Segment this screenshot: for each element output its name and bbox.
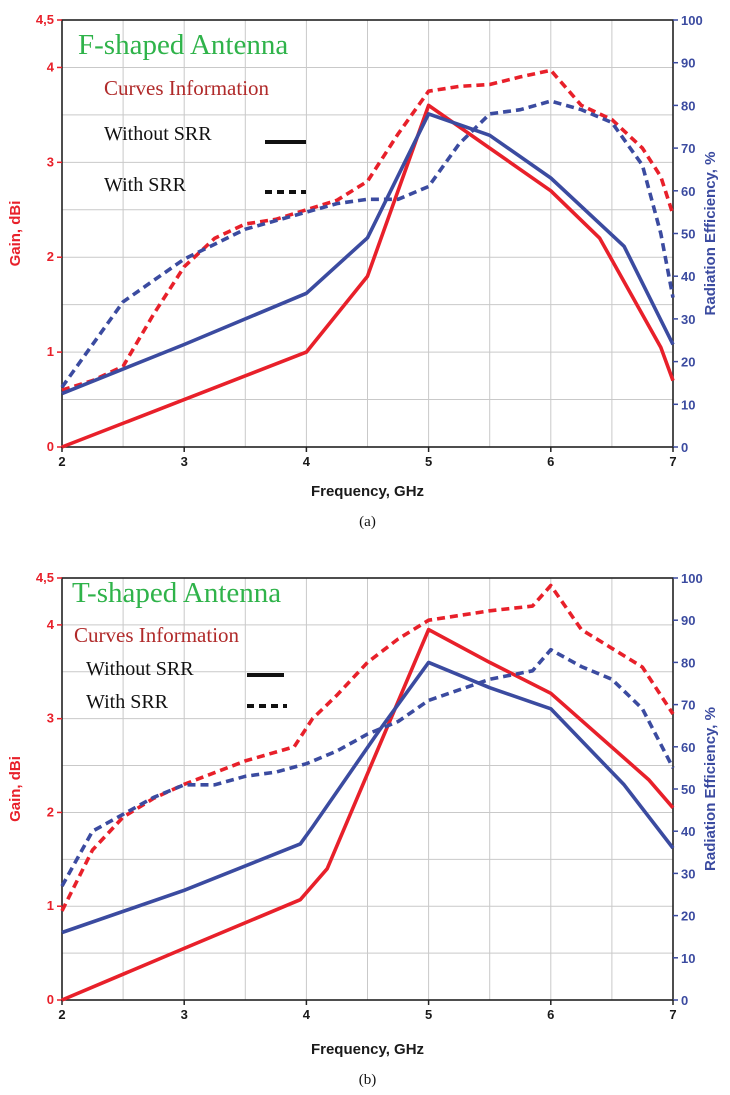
- y-left-tick-label: 4: [47, 617, 55, 632]
- y-right-tick-label: 20: [681, 355, 695, 370]
- y-right-tick-label: 20: [681, 909, 695, 924]
- legend-item-without-srr: Without SRR: [104, 123, 212, 145]
- y-right-tick-label: 0: [681, 440, 688, 455]
- y-right-tick-label: 90: [681, 56, 695, 71]
- y-left-tick-label: 2: [47, 804, 54, 819]
- y-left-tick-label: 4,5: [36, 12, 54, 27]
- y-right-tick-label: 40: [681, 269, 695, 284]
- y-right-tick-label: 80: [681, 655, 695, 670]
- x-axis-title: Frequency, GHz: [311, 1041, 424, 1058]
- y-left-tick-label: 4: [47, 59, 55, 74]
- series-group: [60, 583, 675, 1002]
- x-tick-label: 4: [303, 1007, 311, 1022]
- gain-with-srr-line: [61, 68, 675, 392]
- x-tick-label: 3: [181, 1007, 188, 1022]
- efficiency-without-srr-line: [61, 112, 675, 396]
- y-right-tick-label: 90: [681, 613, 695, 628]
- y-right-tick-label: 10: [681, 397, 695, 412]
- y-right-axis-title: Radiation Efficiency, %: [702, 707, 719, 871]
- y-left-tick-label: 2: [47, 249, 54, 264]
- y-right-axis-title: Radiation Efficiency, %: [702, 152, 719, 316]
- y-right-tick-label: 50: [681, 227, 695, 242]
- y-left-axis-title: Gain, dBi: [7, 201, 24, 267]
- y-left-axis-title: Gain, dBi: [7, 756, 24, 822]
- y-right-tick-label: 50: [681, 782, 695, 797]
- x-tick-label: 4: [303, 454, 311, 469]
- y-left-tick-label: 1: [47, 898, 54, 913]
- figure-caption: (b): [359, 1072, 377, 1088]
- y-left-tick-label: 0: [47, 992, 54, 1007]
- x-tick-label: 2: [58, 1007, 65, 1022]
- figure-caption: (a): [359, 514, 376, 530]
- x-tick-label: 7: [669, 454, 676, 469]
- y-right-tick-label: 30: [681, 312, 695, 327]
- y-right-tick-label: 40: [681, 824, 695, 839]
- legend-heading: Curves Information: [74, 623, 240, 647]
- y-right-tick-label: 70: [681, 141, 695, 156]
- y-right-tick-label: 100: [681, 13, 703, 28]
- x-tick-label: 3: [181, 454, 188, 469]
- legend-item-with-srr: With SRR: [86, 691, 169, 713]
- x-tick-label: 2: [58, 454, 65, 469]
- y-left-tick-label: 1: [47, 344, 54, 359]
- legend-item-without-srr: Without SRR: [86, 658, 194, 680]
- efficiency-with-srr-line: [60, 647, 675, 887]
- x-axis-title: Frequency, GHz: [311, 483, 424, 500]
- y-left-tick-label: 0: [47, 439, 54, 454]
- x-tick-label: 6: [547, 454, 554, 469]
- y-right-tick-label: 60: [681, 184, 695, 199]
- y-right-tick-label: 100: [681, 571, 703, 586]
- grid: [62, 578, 673, 1000]
- chart-title: T-shaped Antenna: [72, 577, 281, 609]
- y-right-tick-label: 10: [681, 951, 695, 966]
- y-right-tick-label: 30: [681, 866, 695, 881]
- y-right-tick-label: 0: [681, 993, 688, 1008]
- chart-panel: 0 1 2 3 4 4,5 0 10 20 30 40 50 60 70 80 90 100 2 3 4 5 6 7 Freq…: [7, 12, 719, 530]
- legend-heading: Curves Information: [104, 76, 270, 100]
- legend-item-with-srr: With SRR: [104, 174, 187, 196]
- y-left-tick-label: 4,5: [36, 570, 54, 585]
- series-group: [60, 68, 675, 449]
- gain-without-srr-line: [61, 103, 675, 449]
- efficiency-with-srr-line: [60, 99, 675, 389]
- x-tick-label: 7: [669, 1007, 676, 1022]
- y-left-tick-label: 3: [47, 711, 54, 726]
- efficiency-without-srr-line: [61, 660, 675, 935]
- x-tick-label: 5: [425, 1007, 432, 1022]
- y-right-tick-label: 80: [681, 98, 695, 113]
- gain-without-srr-line: [61, 627, 675, 1002]
- chart-panel: 0 1 2 3 4 4,5 0 10 20 30 40 50 60 70 80 90 100 2 3 4 5 6 7 Freq…: [7, 570, 719, 1088]
- y-right-tick-label: 60: [681, 740, 695, 755]
- x-tick-label: 6: [547, 1007, 554, 1022]
- x-tick-label: 5: [425, 454, 432, 469]
- chart-title: F-shaped Antenna: [78, 29, 288, 61]
- y-left-tick-label: 3: [47, 154, 54, 169]
- y-right-tick-label: 70: [681, 698, 695, 713]
